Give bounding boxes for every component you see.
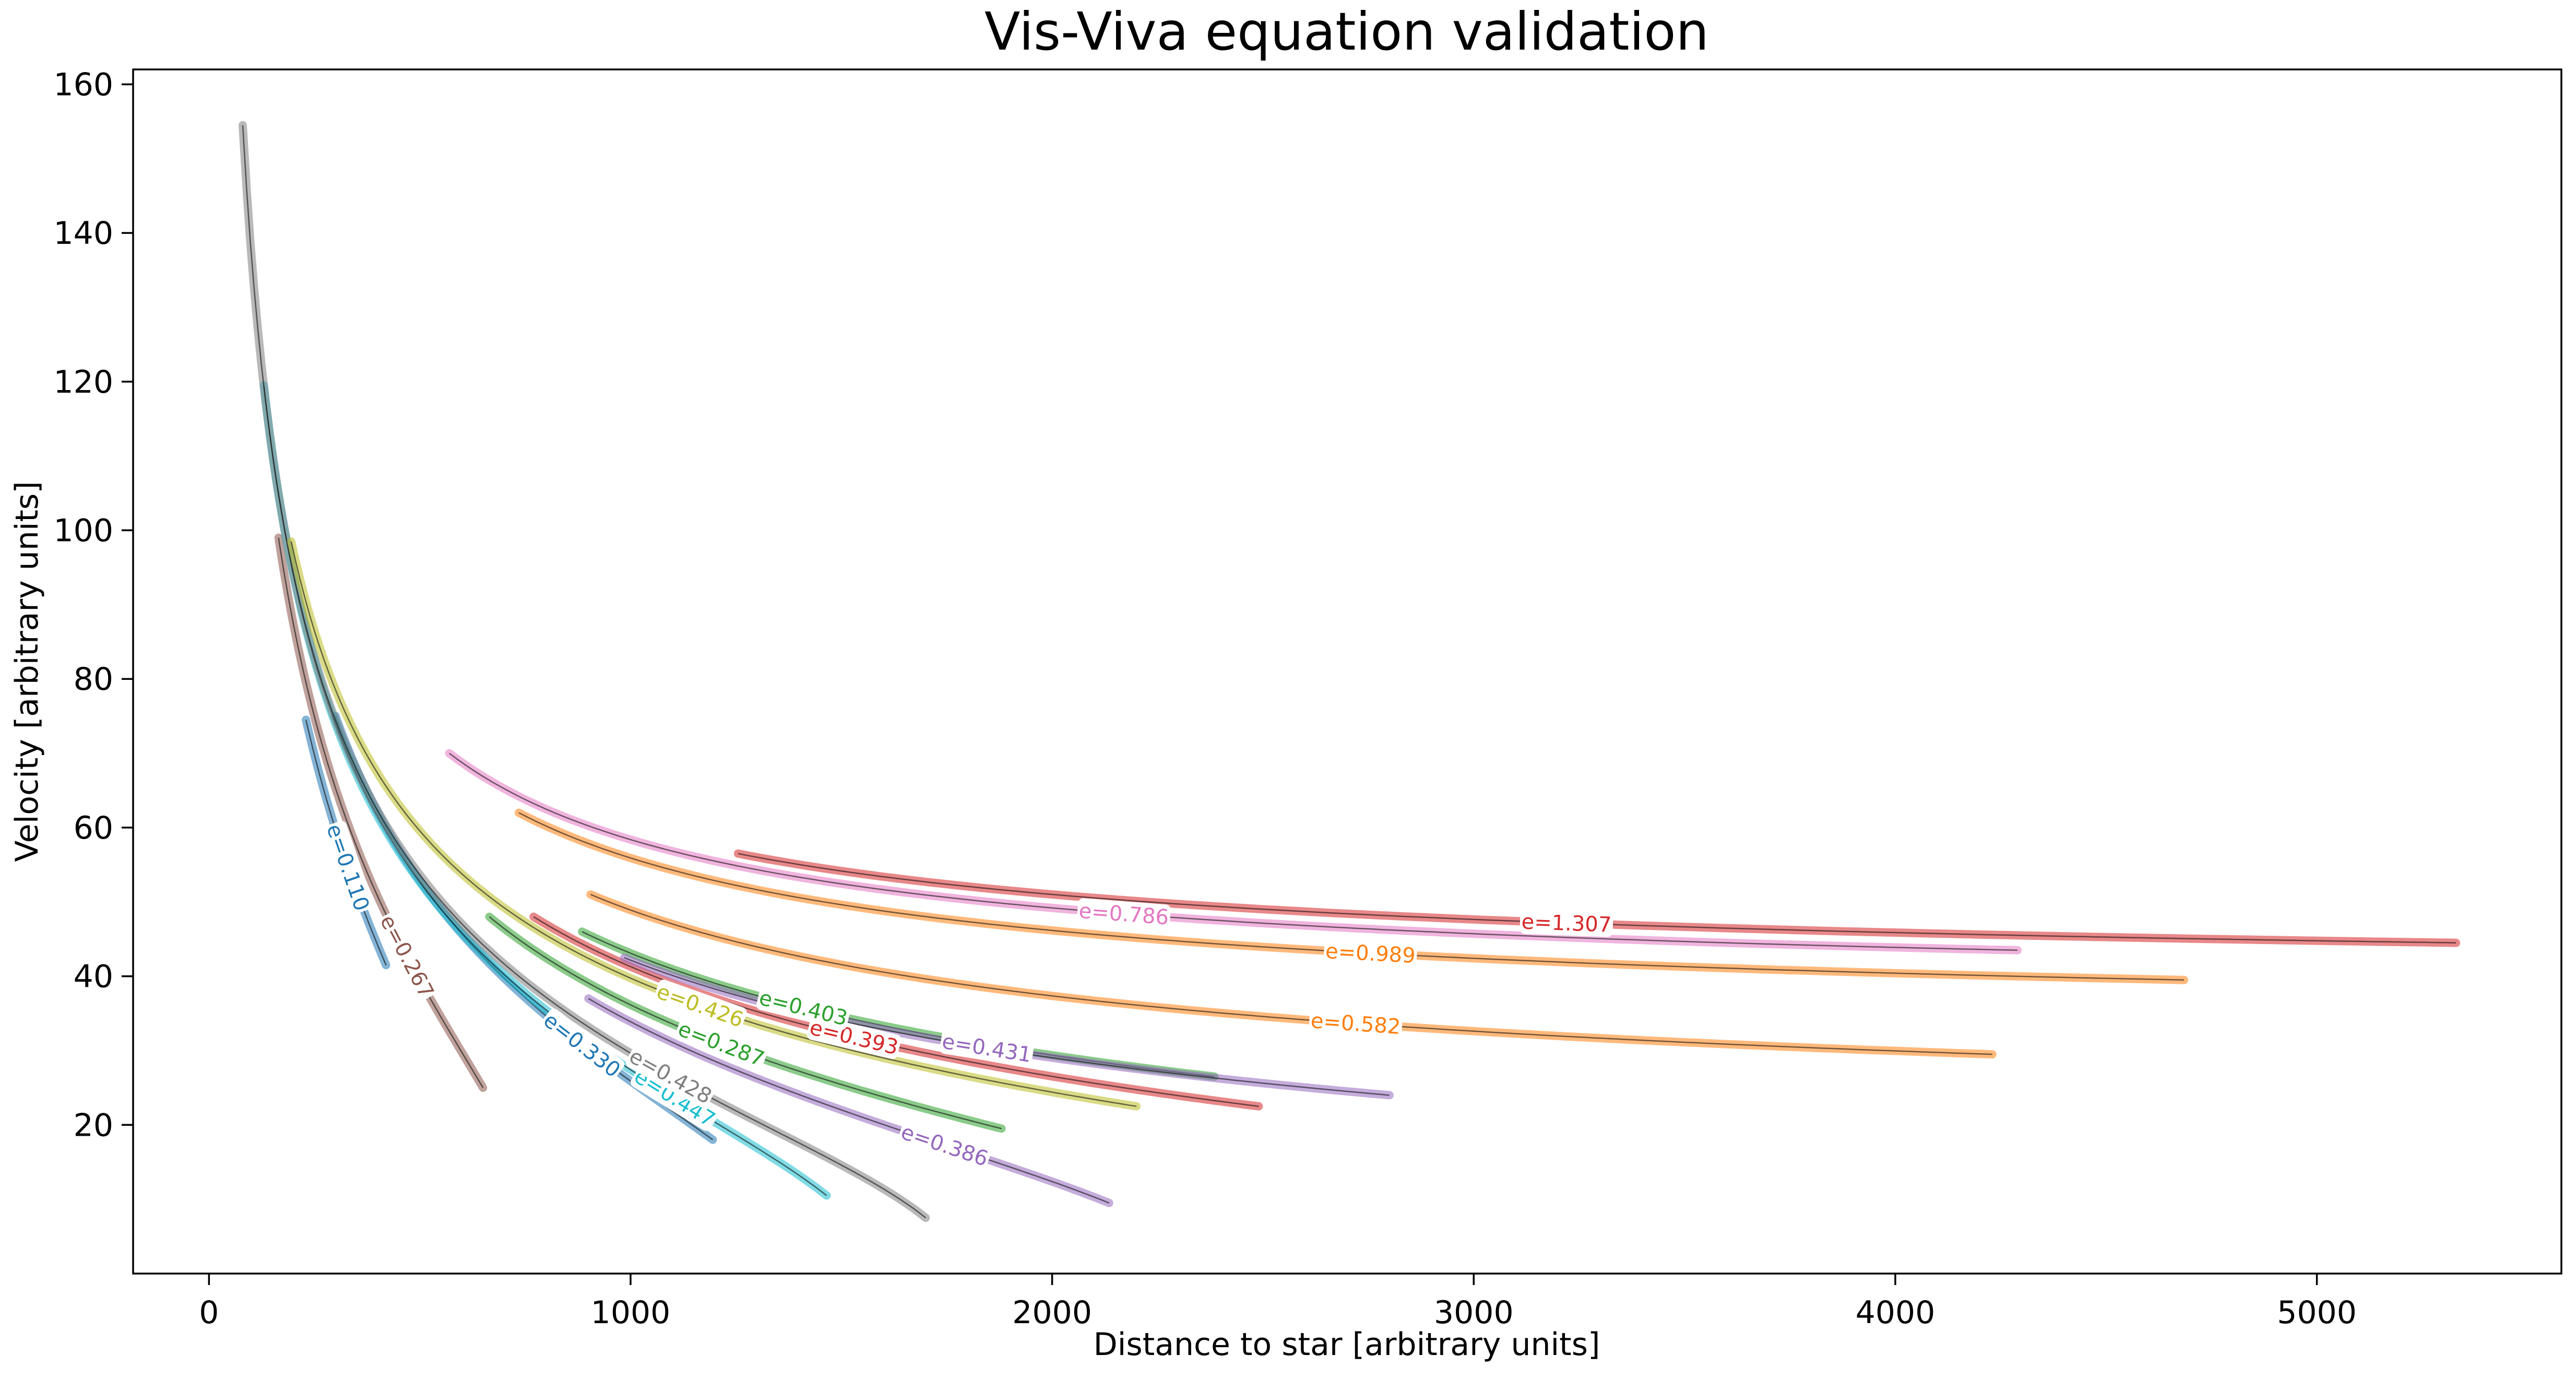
series-e-0-110-label-bg [322, 820, 374, 914]
series-e-1-307-label-text: e=1.307 [1521, 910, 1612, 937]
series-e-0-431-label-bg [940, 1029, 1034, 1067]
series-e-0-428-label-bg [625, 1044, 716, 1108]
x-axis-label: Distance to star [arbitrary units] [1094, 1326, 1600, 1363]
series-e-0-267-line [278, 537, 484, 1088]
x-tick-label: 1000 [591, 1294, 671, 1331]
series-e-0-989-label: e=0.989 [1323, 938, 1418, 968]
x-axis: 0 1000 2000 3000 4000 5000 [199, 1274, 2357, 1331]
series-e-0-786-line [448, 752, 2018, 951]
series-e-1-307-label-bg [1520, 909, 1613, 937]
plot-frame [132, 68, 2562, 1275]
series-e-0-403-label-bg [756, 985, 851, 1030]
x-tick-label: 4000 [1856, 1294, 1936, 1331]
x-tick-label: 2000 [1012, 1294, 1092, 1331]
y-tick-label: 120 [53, 364, 113, 401]
series-e-0-989-label-text: e=0.989 [1325, 939, 1416, 968]
y-tick-label: 20 [74, 1107, 113, 1144]
x-tick-label: 3000 [1434, 1294, 1514, 1331]
chart-title: Vis-Viva equation validation [984, 1, 1709, 62]
y-tick-label: 80 [74, 661, 113, 698]
series-e-0-267-label-bg [376, 911, 438, 1002]
series-e-0-428-line [242, 125, 927, 1219]
series-e-0-989-label-bg [1323, 938, 1418, 968]
y-tick-label: 160 [53, 66, 113, 103]
x-tick-label: 0 [199, 1294, 219, 1331]
series-e-0-386-line [588, 998, 1110, 1204]
y-axis-label: Velocity [arbitrary units] [9, 481, 45, 862]
series-e-0-786-label-bg [1077, 898, 1171, 930]
series-e-0-426-label-bg [654, 980, 747, 1032]
series-e-0-287-label-bg [674, 1017, 768, 1071]
y-tick-label: 40 [74, 959, 113, 995]
y-tick-label: 60 [74, 810, 113, 846]
series-e-0-582-line [590, 893, 1992, 1055]
series-e-0-582-label: e=0.582 [1309, 1008, 1403, 1039]
series-e-0-386-label-bg [898, 1120, 992, 1171]
y-tick-label: 140 [53, 215, 113, 252]
y-tick-label: 100 [53, 513, 113, 549]
x-tick-label: 5000 [2277, 1294, 2357, 1331]
series-e-0-582-label-bg [1309, 1008, 1403, 1039]
series-e-1-307-label: e=1.307 [1520, 909, 1613, 937]
series-e-0-330-label-bg [540, 1008, 625, 1081]
y-axis: 20 40 60 80 100 120 140 160 [53, 66, 133, 1144]
series-e-0-447-label-bg [631, 1064, 719, 1131]
